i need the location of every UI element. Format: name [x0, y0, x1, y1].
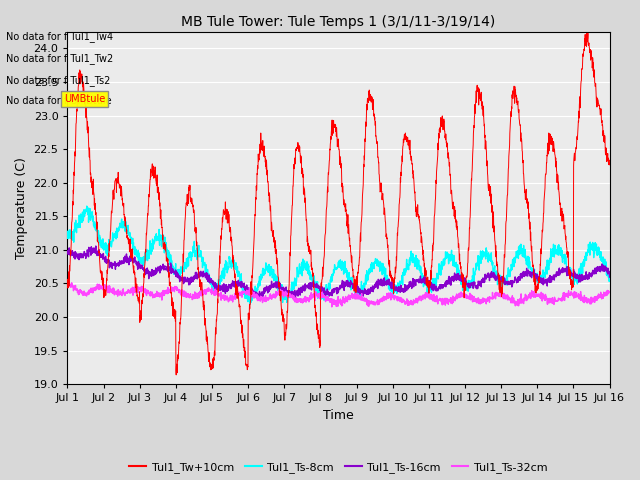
X-axis label: Time: Time — [323, 409, 354, 422]
Text: No data for f Tul1_Ts2: No data for f Tul1_Ts2 — [6, 75, 111, 85]
Text: No data for f Tul1_Tw4: No data for f Tul1_Tw4 — [6, 32, 113, 42]
Y-axis label: Temperature (C): Temperature (C) — [15, 157, 28, 259]
Title: MB Tule Tower: Tule Temps 1 (3/1/11-3/19/14): MB Tule Tower: Tule Temps 1 (3/1/11-3/19… — [181, 15, 495, 29]
Text: UMBtule: UMBtule — [64, 94, 105, 104]
Text: No data for f UMBtule: No data for f UMBtule — [6, 96, 112, 107]
Legend: Tul1_Tw+10cm, Tul1_Ts-8cm, Tul1_Ts-16cm, Tul1_Ts-32cm: Tul1_Tw+10cm, Tul1_Ts-8cm, Tul1_Ts-16cm,… — [125, 457, 552, 478]
Text: No data for f Tul1_Tw2: No data for f Tul1_Tw2 — [6, 53, 114, 64]
